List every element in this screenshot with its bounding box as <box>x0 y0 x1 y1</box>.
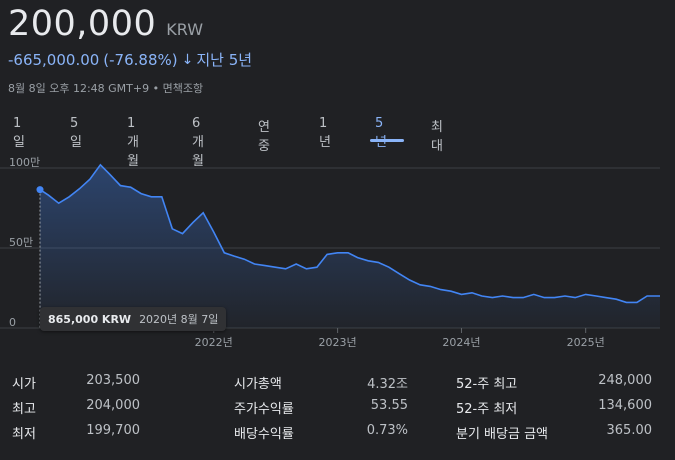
stat-label: 분기 배당금 금액 <box>456 427 548 442</box>
stat-value: 53.55 <box>370 398 408 413</box>
stat-high: 최고 204,000 <box>12 398 140 417</box>
tooltip-date: 2020년 8월 7일 <box>139 313 219 326</box>
currency-label: KRW <box>166 20 204 39</box>
stat-label: 시가 <box>12 377 36 392</box>
stat-label: 52-주 최저 <box>456 402 518 417</box>
stat-value: 203,500 <box>86 373 140 388</box>
tab-1y[interactable]: 1년 <box>319 116 331 150</box>
stat-label: 주가수익률 <box>234 402 294 417</box>
y-tick-label: 0 <box>9 316 16 329</box>
x-tick-label: 2023년 <box>319 336 357 349</box>
tab-max[interactable]: 최대 <box>431 120 443 154</box>
arrow-down-icon: ↓ <box>181 51 194 68</box>
stat-value: 4.32조 <box>367 377 408 392</box>
tab-5d[interactable]: 5일 <box>70 116 82 150</box>
stat-52w-low: 52-주 최저 134,600 <box>456 398 652 417</box>
x-tick-label: 2022년 <box>195 336 233 349</box>
stat-market-cap: 시가총액 4.32조 <box>234 373 408 392</box>
stat-label: 52-주 최고 <box>456 377 518 392</box>
stat-value: 248,000 <box>598 373 652 388</box>
tab-1m[interactable]: 1개월 <box>127 116 139 169</box>
active-tab-indicator <box>370 139 404 142</box>
x-tick-label: 2025년 <box>567 336 605 349</box>
change-amount: -665,000.00 <box>8 50 100 69</box>
stat-value: 199,700 <box>86 423 140 438</box>
stat-pe-ratio: 주가수익률 53.55 <box>234 398 408 417</box>
stat-value: 204,000 <box>86 398 140 413</box>
current-price: 200,000 <box>8 4 157 44</box>
hover-point <box>36 186 44 194</box>
tab-6m[interactable]: 6개월 <box>192 116 204 169</box>
change-period: 지난 5년 <box>196 51 253 69</box>
hover-tooltip: 865,000 KRW 2020년 8월 7일 <box>40 307 227 331</box>
stat-label: 최저 <box>12 427 36 442</box>
stat-52w-high: 52-주 최고 248,000 <box>456 373 652 392</box>
stat-value: 134,600 <box>598 398 652 413</box>
tab-1d[interactable]: 1일 <box>13 116 25 150</box>
timestamp-disclaimer: 8월 8일 오후 12:48 GMT+9 • 면책조항 <box>8 82 204 95</box>
stat-value: 0.73% <box>366 423 408 438</box>
tab-ytd[interactable]: 연중 <box>258 120 270 154</box>
stat-dividend-yield: 배당수익률 0.73% <box>234 423 408 442</box>
stat-low: 최저 199,700 <box>12 423 140 442</box>
price-area-fill <box>40 164 660 328</box>
stat-label: 시가총액 <box>234 377 282 392</box>
price-line <box>39 163 660 304</box>
stat-label: 배당수익률 <box>234 427 294 442</box>
y-tick-label: 50만 <box>9 236 33 249</box>
stat-quarterly-dividend: 분기 배당금 금액 365.00 <box>456 423 652 442</box>
price-change: -665,000.00 (-76.88%) ↓ 지난 5년 <box>8 49 252 70</box>
stat-label: 최고 <box>12 402 36 417</box>
stat-open: 시가 203,500 <box>12 373 140 392</box>
price-chart[interactable]: 100만 50만 0 2022년 2023년 2024년 2025년 <box>0 150 675 355</box>
tab-5y[interactable]: 5년 <box>375 116 387 150</box>
tooltip-value: 865,000 KRW <box>48 312 132 326</box>
x-tick-label: 2024년 <box>442 336 480 349</box>
price-header: 200,000 KRW <box>8 4 203 44</box>
change-percent: (-76.88%) <box>103 50 178 69</box>
y-tick-label: 100만 <box>9 156 40 169</box>
stat-value: 365.00 <box>606 423 653 438</box>
